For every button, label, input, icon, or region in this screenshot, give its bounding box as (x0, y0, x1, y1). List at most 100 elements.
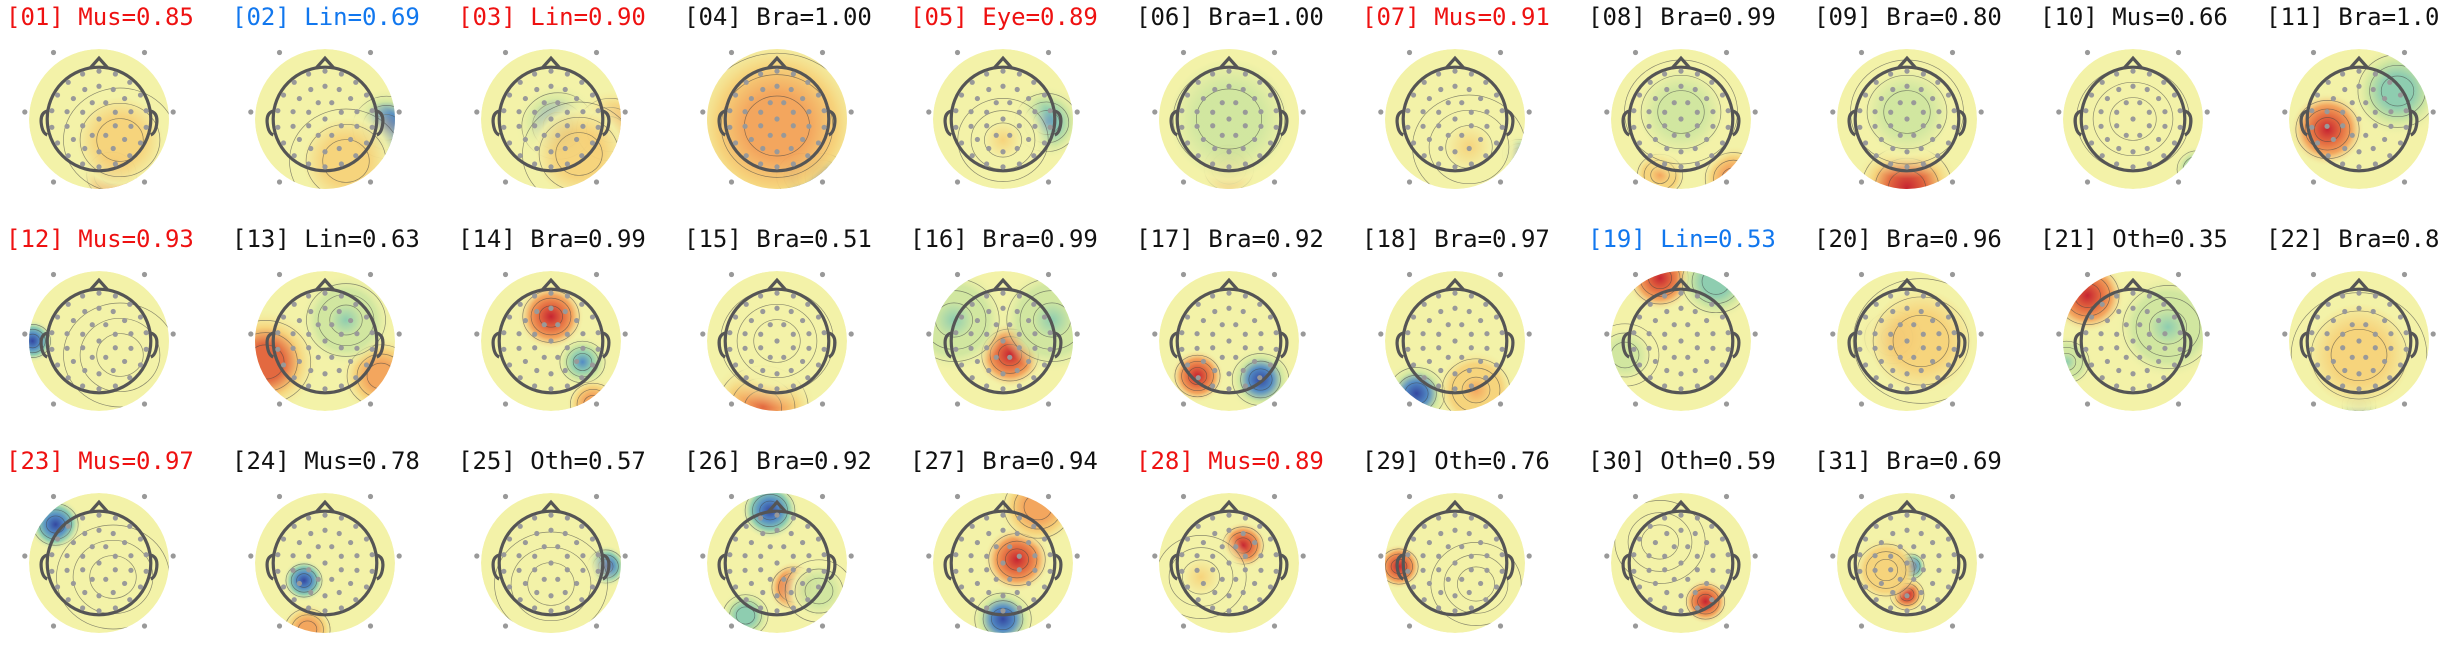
component-07: [07] Mus=0.91 (1360, 2, 1581, 224)
topomap (14, 34, 184, 204)
component-label: [31] Bra=0.69 (1814, 447, 2002, 475)
electrodes (1830, 271, 1984, 407)
component-label: [25] Oth=0.57 (458, 447, 646, 475)
component-label: [14] Bra=0.99 (458, 225, 646, 253)
electrodes (474, 271, 628, 407)
topomap (1596, 34, 1766, 204)
component-17: [17] Bra=0.92 (1134, 224, 1355, 446)
electrodes (474, 493, 628, 629)
head-outline (2073, 277, 2193, 395)
component-11: [11] Bra=1.00 (2264, 2, 2438, 224)
electrodes (22, 493, 176, 629)
head-outline (491, 499, 611, 617)
electrodes (1604, 49, 1758, 185)
component-label: [29] Oth=0.76 (1362, 447, 1550, 475)
topomap (1822, 34, 1992, 204)
topomap (692, 478, 862, 648)
electrodes (1378, 49, 1532, 185)
component-05: [05] Eye=0.89 (908, 2, 1129, 224)
component-06: [06] Bra=1.00 (1134, 2, 1355, 224)
head-outline (39, 499, 159, 617)
component-09: [09] Bra=0.80 (1812, 2, 2033, 224)
component-15: [15] Bra=0.51 (682, 224, 903, 446)
component-19: [19] Lin=0.53 (1586, 224, 1807, 446)
electrodes (248, 271, 402, 407)
topomap (14, 478, 184, 648)
electrodes (1604, 271, 1758, 407)
component-31: [31] Bra=0.69 (1812, 446, 2033, 668)
topomap (240, 478, 410, 648)
component-25: [25] Oth=0.57 (456, 446, 677, 668)
component-12: [12] Mus=0.93 (4, 224, 225, 446)
head-outline (265, 277, 385, 395)
topomap (466, 256, 636, 426)
electrodes (22, 271, 176, 407)
topomap (692, 256, 862, 426)
component-label: [28] Mus=0.89 (1136, 447, 1324, 475)
electrodes (2282, 271, 2436, 407)
electrodes (1830, 49, 1984, 185)
head-outline (1169, 499, 1289, 617)
topomap (692, 34, 862, 204)
electrodes (248, 493, 402, 629)
head-outline (265, 55, 385, 173)
component-label: [11] Bra=1.00 (2266, 3, 2438, 31)
component-label: [02] Lin=0.69 (232, 3, 420, 31)
component-label: [18] Bra=0.97 (1362, 225, 1550, 253)
component-02: [02] Lin=0.69 (230, 2, 451, 224)
component-label: [21] Oth=0.35 (2040, 225, 2228, 253)
component-16: [16] Bra=0.99 (908, 224, 1129, 446)
topomap (1596, 256, 1766, 426)
component-30: [30] Oth=0.59 (1586, 446, 1807, 668)
electrodes (2282, 49, 2436, 185)
head-outline (717, 499, 837, 617)
component-23: [23] Mus=0.97 (4, 446, 225, 668)
topomap-field (1837, 271, 1977, 411)
electrodes (700, 493, 854, 629)
topomap (1822, 478, 1992, 648)
component-label: [30] Oth=0.59 (1588, 447, 1776, 475)
component-label: [19] Lin=0.53 (1588, 225, 1776, 253)
electrodes (1378, 271, 1532, 407)
component-label: [20] Bra=0.96 (1814, 225, 2002, 253)
head-outline (1621, 277, 1741, 395)
component-label: [08] Bra=0.99 (1588, 3, 1776, 31)
head-outline (1395, 499, 1515, 617)
head-outline (1847, 499, 1967, 617)
component-14: [14] Bra=0.99 (456, 224, 677, 446)
head-outline (717, 277, 837, 395)
topomap (1822, 256, 1992, 426)
electrodes (926, 49, 1080, 185)
topomap (240, 256, 410, 426)
topomap (918, 478, 1088, 648)
topomap (240, 34, 410, 204)
topomap (466, 478, 636, 648)
topomap (1144, 478, 1314, 648)
head-outline (1621, 55, 1741, 173)
component-label: [13] Lin=0.63 (232, 225, 420, 253)
head-outline (1395, 277, 1515, 395)
head-outline (943, 277, 1063, 395)
component-22: [22] Bra=0.82 (2264, 224, 2438, 446)
head-outline (717, 55, 837, 173)
component-label: [05] Eye=0.89 (910, 3, 1098, 31)
component-label: [17] Bra=0.92 (1136, 225, 1324, 253)
component-20: [20] Bra=0.96 (1812, 224, 2033, 446)
electrodes (926, 271, 1080, 407)
head-outline (265, 499, 385, 617)
head-outline (1169, 277, 1289, 395)
electrodes (1830, 493, 1984, 629)
component-label: [27] Bra=0.94 (910, 447, 1098, 475)
component-27: [27] Bra=0.94 (908, 446, 1129, 668)
head-outline (1395, 55, 1515, 173)
topomap (1144, 34, 1314, 204)
topomap (2274, 34, 2438, 204)
component-label: [24] Mus=0.78 (232, 447, 420, 475)
component-18: [18] Bra=0.97 (1360, 224, 1581, 446)
component-label: [03] Lin=0.90 (458, 3, 646, 31)
component-26: [26] Bra=0.92 (682, 446, 903, 668)
component-label: [15] Bra=0.51 (684, 225, 872, 253)
component-label: [22] Bra=0.82 (2266, 225, 2438, 253)
component-13: [13] Lin=0.63 (230, 224, 451, 446)
